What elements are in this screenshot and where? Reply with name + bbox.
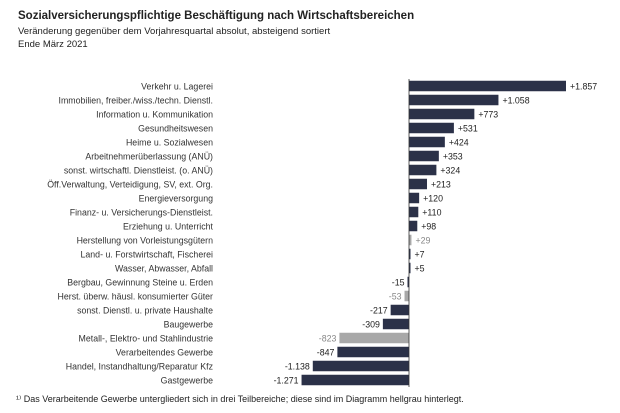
bar [409,206,419,218]
data-label: +7 [415,250,425,260]
bar [409,178,428,190]
bar [409,234,412,246]
data-label: -217 [370,306,388,316]
data-label: +5 [415,264,425,274]
data-label: +353 [443,152,463,162]
data-label: -1.138 [285,362,310,372]
bar [409,122,454,134]
category-label: Herst. überw. häusl. konsumierter Güter [58,292,214,302]
data-label: -15 [392,278,405,288]
bar [409,164,437,176]
data-label: +110 [422,208,441,218]
category-label: Verarbeitendes Gewerbe [116,348,213,358]
category-label: Herstellung von Vorleistungsgütern [77,236,214,246]
category-label: Energieversorgung [139,194,213,204]
bar [390,304,409,316]
chart-title: Sozialversicherungspflichtige Beschäftig… [18,10,415,22]
data-label: +1.058 [502,96,529,106]
category-label: Wasser, Abwasser, Abfall [115,264,213,274]
category-label: sonst. Dienstl. u. private Haushalte [77,306,213,316]
data-label: +1.857 [570,82,597,92]
bar [339,332,409,344]
data-label: +98 [421,222,436,232]
category-label: Verkehr u. Lagerei [141,82,213,92]
bar [409,136,445,148]
data-label: +29 [415,236,430,246]
chart-date: Ende März 2021 [18,39,88,50]
category-label: Erziehung u. Unterricht [123,222,214,232]
data-label: +213 [431,180,451,190]
category-label: Heime u. Sozialwesen [126,138,213,148]
data-label: -823 [319,334,337,344]
data-label: +424 [449,138,469,148]
data-label: +773 [478,110,498,120]
category-label: Handel, Instandhaltung/Reparatur Kfz [66,362,213,372]
data-label: +120 [423,194,443,204]
bar [409,80,566,92]
category-label: Finanz- u. Versicherungs-Dienstleist. [70,208,213,218]
bar [301,374,409,386]
bar [404,290,409,302]
category-label: Metall-, Elektro- und Stahlindustrie [79,334,214,344]
bar [337,346,409,358]
category-label: Land- u. Forstwirtschaft, Fischerei [81,250,214,260]
category-label: Öff.Verwaltung, Verteidigung, SV, ext. O… [47,180,213,190]
category-label: Baugewerbe [164,320,214,330]
data-label: +324 [440,166,460,176]
chart-subtitle: Veränderung gegenüber dem Vorjahresquart… [18,26,331,37]
category-label: Gastgewerbe [161,376,213,386]
data-label: -53 [389,292,402,302]
category-label: Gesundheitswesen [138,124,213,134]
bar [382,318,409,330]
bar [409,150,439,162]
footnote: ¹⁾ Das Verarbeitende Gewerbe untergliede… [16,394,464,404]
bar [409,262,411,274]
bar [409,94,499,106]
data-label: -847 [317,348,335,358]
data-label: -1.271 [274,376,299,386]
bar [409,248,411,260]
category-label: Information u. Kommunikation [96,110,213,120]
bar [407,276,409,288]
data-label: +531 [458,124,478,134]
bar [409,220,418,232]
category-label: sonst. wirtschaftl. Dienstleist. (o. ANÜ… [64,166,213,176]
bar [409,192,420,204]
category-label: Immobilien, freiber./wiss./techn. Dienst… [59,96,214,106]
bar [312,360,409,372]
category-label: Bergbau, Gewinnung Steine u. Erden [67,278,213,288]
data-label: -309 [362,320,380,330]
category-label: Arbeitnehmerüberlassung (ANÜ) [85,152,213,162]
bar [409,108,475,120]
